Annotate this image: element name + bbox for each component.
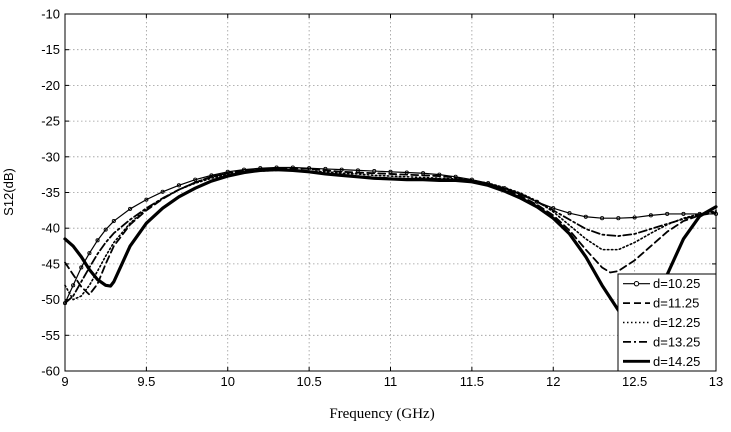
y-axis-label: S12(dB) bbox=[1, 168, 16, 216]
data-point bbox=[665, 211, 670, 216]
legend-label: d=12.25 bbox=[653, 315, 700, 330]
data-point bbox=[160, 189, 165, 194]
x-axis-label: Frequency (GHz) bbox=[329, 406, 434, 422]
legend-marker bbox=[633, 281, 640, 287]
y-tick-label: -15 bbox=[41, 42, 60, 57]
data-point bbox=[616, 216, 621, 221]
y-tick-label: -40 bbox=[41, 221, 60, 236]
legend-box bbox=[617, 273, 717, 372]
x-tick-label: 12.5 bbox=[622, 374, 647, 389]
data-point bbox=[111, 219, 116, 224]
y-tick-label: -10 bbox=[41, 7, 60, 22]
x-tick-label: 10 bbox=[221, 374, 235, 389]
legend-entry: d=13.25 bbox=[623, 334, 700, 349]
series-line bbox=[64, 167, 717, 296]
data-point bbox=[648, 213, 653, 218]
legend-entry: d=10.25 bbox=[623, 276, 700, 291]
y-tick-label: -60 bbox=[41, 364, 60, 379]
legend: d=10.25 d=11.25 d=12.25 d=13.25 d=14.25 bbox=[617, 273, 717, 372]
y-tick-label: -45 bbox=[41, 256, 60, 271]
legend-entry: d=11.25 bbox=[623, 296, 699, 311]
series-d=11.25 bbox=[64, 167, 717, 296]
data-point bbox=[95, 238, 100, 243]
legend-label: d=10.25 bbox=[653, 276, 700, 291]
axis-ticks: 9 9.5 10 10.5 11 11.5 12 12.5 13 -60 -55 -50 -45 -40 -… bbox=[41, 7, 723, 390]
data-point bbox=[567, 211, 572, 216]
series-line bbox=[63, 168, 718, 327]
y-tick-label: -55 bbox=[41, 328, 60, 343]
series-line bbox=[64, 166, 717, 304]
x-tick-label: 9.5 bbox=[137, 374, 155, 389]
legend-entry: d=14.25 bbox=[623, 354, 700, 369]
y-tick-label: -25 bbox=[41, 114, 60, 129]
x-tick-label: 10.5 bbox=[296, 374, 321, 389]
y-tick-label: -30 bbox=[41, 149, 60, 164]
x-tick-label: 11 bbox=[384, 374, 398, 389]
x-tick-label: 11.5 bbox=[460, 374, 484, 389]
x-tick-label: 12 bbox=[546, 374, 560, 389]
legend-label: d=14.25 bbox=[653, 354, 700, 369]
data-point bbox=[583, 214, 588, 219]
data-point bbox=[103, 227, 108, 232]
data-point bbox=[632, 215, 637, 220]
series-d=14.25 bbox=[63, 168, 718, 327]
y-tick-label: -35 bbox=[41, 185, 60, 200]
data-point bbox=[193, 177, 198, 182]
data-point bbox=[681, 211, 686, 216]
series-layer bbox=[62, 165, 719, 327]
data-point bbox=[128, 206, 133, 211]
legend-label: d=11.25 bbox=[653, 296, 699, 311]
x-tick-label: 13 bbox=[709, 374, 723, 389]
x-tick-label: 9 bbox=[61, 374, 68, 389]
legend-entry: d=12.25 bbox=[623, 315, 700, 330]
data-point bbox=[71, 283, 76, 288]
data-point bbox=[600, 216, 605, 221]
data-point bbox=[87, 251, 92, 256]
data-point bbox=[144, 197, 149, 202]
series-d=12.25 bbox=[64, 169, 717, 301]
legend-label: d=13.25 bbox=[653, 334, 700, 349]
series-line bbox=[64, 169, 717, 301]
y-tick-label: -20 bbox=[41, 78, 60, 93]
data-point bbox=[79, 265, 84, 270]
y-tick-label: -50 bbox=[41, 292, 60, 307]
data-point bbox=[176, 183, 181, 188]
